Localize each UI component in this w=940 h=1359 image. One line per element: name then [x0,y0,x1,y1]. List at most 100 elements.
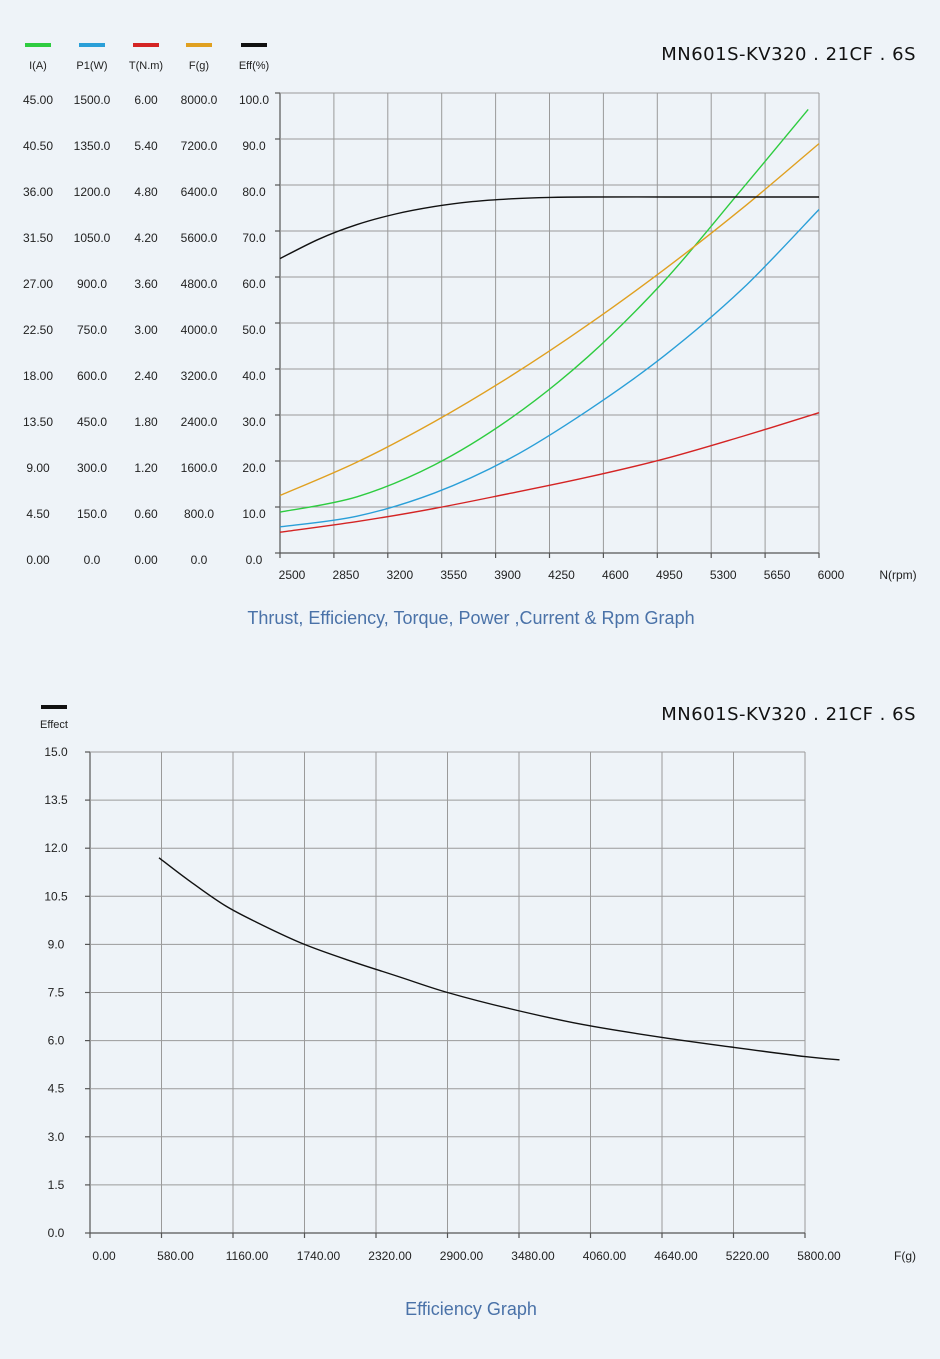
x-tick-label: 4600 [602,568,629,582]
y-tick-label: 0.0 [246,553,263,567]
legend-swatch-4 [241,43,267,47]
chart2-grid [85,751,806,1238]
y-tick-label: 5.40 [134,139,158,153]
x-tick-label: 5300 [710,568,737,582]
chart1-legend: I(A) P1(W) T(N.m) F(g) Eff(%) [25,43,269,72]
x-tick-label: 2850 [333,568,360,582]
x-tick-label: 5800.00 [797,1249,841,1263]
legend-label-0: I(A) [29,60,47,72]
y-tick-label: 3.0 [48,1130,65,1144]
y-tick-label: 1.80 [134,415,158,429]
x-tick-label: 4950 [656,568,683,582]
chart2-x-ticks: 0.00 580.00 1160.00 1740.00 2320.00 2900.00 34… [92,1249,841,1263]
x-tick-label: 3550 [440,568,467,582]
y-tick-label: 90.0 [242,139,266,153]
legend-label-effect: Effect [40,719,68,731]
chart2-series [158,857,840,1061]
y-tick-label: 80.0 [242,185,266,199]
legend-label-1: P1(W) [76,60,107,72]
series-line-effect [158,857,840,1061]
y-tick-label: 6400.0 [181,185,218,199]
chart1-x-ticks: 2500 2850 3200 3550 3900 4250 4600 4950 5300 5650… [279,568,845,582]
series-line-ia [279,108,809,513]
y-tick-label: 1500.0 [74,93,111,107]
y-tick-label: 4.20 [134,231,158,245]
y-tick-label: 0.0 [191,553,208,567]
legend-swatch-3 [186,43,212,47]
y-tick-label: 0.60 [134,507,158,521]
y-tick-label: 22.50 [23,323,53,337]
y-tick-label: 40.0 [242,369,266,383]
y-tick-label: 2.40 [134,369,158,383]
y-tick-label: 6.00 [134,93,158,107]
y-tick-label: 10.5 [44,889,68,903]
legend-swatch-1 [79,43,105,47]
performance-chart-panel: I(A) P1(W) T(N.m) F(g) Eff(%) MN601S-KV320 .… [0,0,940,660]
y-tick-label: 3.60 [134,277,158,291]
y-tick-label: 0.0 [48,1226,65,1240]
y-tick-label: 12.0 [44,841,68,855]
y-tick-label: 4.5 [48,1082,65,1096]
x-tick-label: 4250 [548,568,575,582]
x-tick-label: 3900 [494,568,521,582]
y-tick-label: 1.20 [134,461,158,475]
series-line-p1w [279,209,820,528]
efficiency-chart: Effect MN601S-KV320 . 21CF . 6S 15.0 13.5… [40,704,916,1319]
x-tick-label: 5220.00 [726,1249,770,1263]
y-tick-label: 13.50 [23,415,53,429]
y-tick-label: 2400.0 [181,415,218,429]
y-tick-label: 4.50 [26,507,50,521]
x-tick-label: 3200 [386,568,413,582]
chart1-model-title: MN601S-KV320 . 21CF . 6S [661,44,916,65]
y-tick-label: 30.0 [242,415,266,429]
y-tick-label: 800.0 [184,507,214,521]
legend-swatch-effect [41,705,67,709]
y-tick-label: 1200.0 [74,185,111,199]
y-tick-label: 0.00 [26,553,50,567]
y-tick-label: 150.0 [77,507,107,521]
chart2-model-title: MN601S-KV320 . 21CF . 6S [661,704,916,725]
y-tick-label: 15.0 [44,745,68,759]
y-tick-label: 45.00 [23,93,53,107]
y-tick-label: 4000.0 [181,323,218,337]
y-tick-label: 600.0 [77,369,107,383]
y-tick-label: 31.50 [23,231,53,245]
y-tick-label: 27.00 [23,277,53,291]
x-tick-label: 4640.00 [654,1249,698,1263]
y-tick-label: 1050.0 [74,231,111,245]
y-tick-label: 1350.0 [74,139,111,153]
legend-swatch-0 [25,43,51,47]
y-tick-label: 70.0 [242,231,266,245]
y-tick-label: 4.80 [134,185,158,199]
efficiency-chart-panel: Effect MN601S-KV320 . 21CF . 6S 15.0 13.5… [0,660,940,1359]
chart1-grid [275,92,820,558]
y-tick-label: 4800.0 [181,277,218,291]
y-tick-label: 50.0 [242,323,266,337]
y-tick-label: 3200.0 [181,369,218,383]
legend-label-4: Eff(%) [239,60,269,72]
y-tick-label: 13.5 [44,793,68,807]
y-tick-label: 3.00 [134,323,158,337]
y-tick-label: 750.0 [77,323,107,337]
x-tick-label: 1740.00 [297,1249,341,1263]
y-tick-label: 300.0 [77,461,107,475]
y-tick-label: 40.50 [23,139,53,153]
series-line-tnm [279,412,820,533]
y-tick-label: 0.00 [134,553,158,567]
y-tick-label: 1.5 [48,1178,65,1192]
x-tick-label: 580.00 [157,1249,194,1263]
y-tick-label: 20.0 [242,461,266,475]
y-tick-label: 9.0 [48,937,65,951]
y-tick-label: 100.0 [239,93,269,107]
y-tick-label: 1600.0 [181,461,218,475]
x-tick-label: 2320.00 [368,1249,412,1263]
chart1-x-axis-label: N(rpm) [879,568,916,582]
performance-chart: I(A) P1(W) T(N.m) F(g) Eff(%) MN601S-KV320 .… [23,43,917,628]
y-tick-label: 5600.0 [181,231,218,245]
chart2-y-ticks: 15.0 13.5 12.0 10.5 9.0 7.5 6.0 4.5 3.0 1.5 0.0 [44,745,68,1240]
x-tick-label: 4060.00 [583,1249,627,1263]
legend-label-3: F(g) [189,60,209,72]
y-tick-label: 36.00 [23,185,53,199]
chart1-series [279,108,820,533]
series-line-fg [279,143,820,497]
